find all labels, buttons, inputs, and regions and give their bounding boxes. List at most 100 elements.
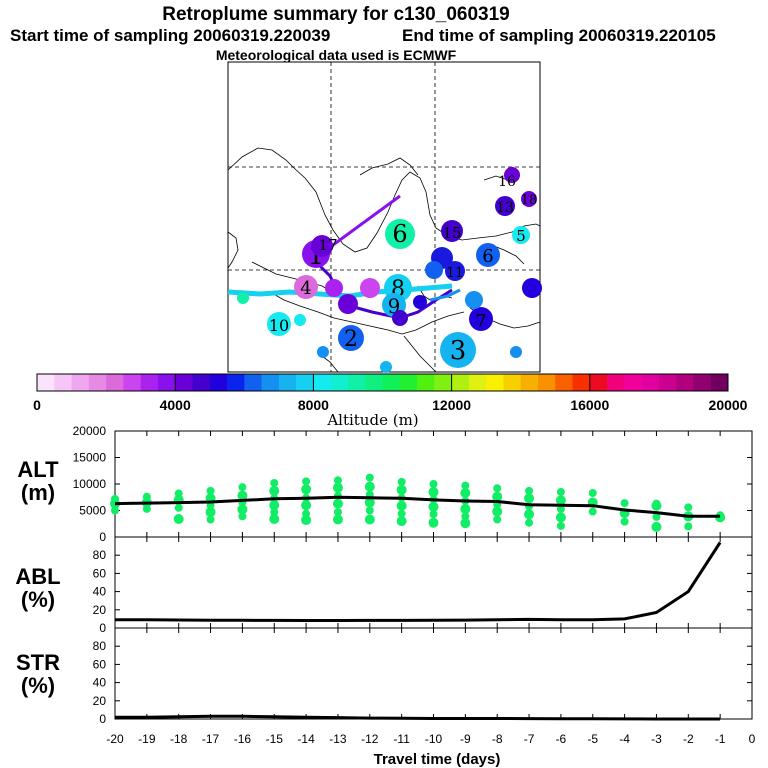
plume-label: 7: [475, 311, 486, 332]
alt-scatter-point: [461, 481, 470, 490]
x-tick-label: -13: [329, 732, 347, 746]
colorbar-cell: [37, 374, 55, 391]
colorbar-cell: [71, 374, 90, 391]
colorbar-cell: [106, 374, 124, 391]
map-gridlines: [228, 62, 540, 372]
altitude-colorbar: 0 4000 8000 12000 16000 20000 Altitude (m): [33, 373, 748, 429]
abl-ylabel-unit: (%): [21, 587, 55, 612]
y-tick-label: 10000: [73, 477, 107, 491]
colorbar-cell: [157, 374, 176, 391]
plume-circle: [469, 307, 493, 331]
plume-label: 5: [516, 227, 526, 245]
x-tick-label: -12: [361, 732, 379, 746]
plume-circle: [476, 243, 500, 267]
plume-circle: [495, 196, 515, 216]
plume-label: 13: [496, 200, 514, 216]
plume-dot: [522, 278, 542, 298]
alt-scatter-point: [397, 477, 406, 486]
colorbar-cell: [555, 374, 573, 391]
plume-dot: [465, 291, 483, 309]
alt-scatter-point: [237, 490, 248, 501]
plume-label: 4: [300, 278, 311, 299]
colorbar-cell: [520, 374, 539, 391]
colorbar-tick-label: 12000: [432, 397, 471, 413]
alt-scatter-point: [651, 500, 662, 511]
colorbar-cell: [365, 374, 383, 391]
colorbar-cell: [451, 374, 470, 391]
alt-scatter-point: [588, 507, 597, 516]
x-tick-label: -10: [425, 732, 443, 746]
alt-scatter-point: [269, 500, 280, 511]
alt-scatter-point: [301, 484, 312, 495]
plume-circle: [504, 167, 520, 183]
y-tick-label: 80: [93, 639, 107, 653]
x-tick-label: 0: [749, 732, 756, 746]
colorbar-cell: [658, 374, 677, 391]
x-tick-label: -4: [619, 732, 630, 746]
alt-scatter-point: [556, 521, 565, 530]
abl-line: [115, 541, 722, 622]
x-tick-label: -18: [170, 732, 188, 746]
colorbar-cell: [468, 374, 487, 391]
y-tick-label: 60: [93, 566, 107, 580]
colorbar-tick-label: 16000: [570, 397, 609, 413]
plume-label: 17: [318, 236, 337, 254]
abl-ylabel: ABL: [15, 564, 60, 589]
plume-circle: [445, 261, 465, 281]
plume-circle: [311, 235, 333, 257]
alt-scatter-point: [173, 513, 184, 524]
colorbar-label: Altitude (m): [326, 411, 418, 429]
x-axis-ticks: -20 -19 -18 -17 -16 -15 -14 -13 -12 -11 -10 -9 -8 -7-…: [106, 732, 755, 746]
colorbar-cell: [537, 374, 556, 391]
colorbar-cell: [503, 374, 521, 391]
alt-scatter-point: [428, 501, 439, 512]
colorbar-cell: [417, 374, 435, 391]
colorbar-tick-label: 20000: [709, 397, 748, 413]
alt-scatter-point: [396, 484, 407, 495]
alt-scatter-point: [524, 509, 535, 520]
plume-circle: [441, 220, 463, 242]
plume-circle: [267, 312, 291, 336]
alt-scatter-point: [174, 503, 183, 512]
colorbar-tick-label: 4000: [160, 397, 191, 413]
alt-scatter-point: [237, 504, 248, 515]
y-tick-label: 80: [93, 548, 107, 562]
plume-circle: [385, 219, 415, 249]
alt-scatter-point: [493, 515, 502, 524]
abl-panel-frame: [114, 536, 753, 629]
colorbar-cell: [486, 374, 504, 391]
x-tick-label: -20: [106, 732, 124, 746]
x-tick-label: -8: [492, 732, 503, 746]
alt-scatter-point: [111, 506, 119, 515]
x-tick-label: -1: [715, 732, 726, 746]
abl-panel: ABL (%) 80 60 40 20 0: [15, 536, 753, 635]
end-time-label: End time of sampling 20060319.220105: [402, 26, 716, 45]
colorbar-cell: [244, 374, 262, 391]
plume-dot: [317, 346, 329, 358]
y-tick-label: 40: [93, 585, 107, 599]
colorbar-cell: [330, 374, 349, 391]
alt-scatter-point: [461, 512, 470, 521]
y-tick-label: 5000: [79, 504, 106, 518]
y-tick-label: 0: [99, 621, 106, 635]
plume-label: 6: [392, 220, 407, 248]
plume-dot: [425, 261, 443, 279]
alt-scatter-point: [301, 515, 312, 526]
alt-scatter-point: [525, 518, 534, 527]
x-tick-label: -9: [460, 732, 471, 746]
colorbar-cell: [382, 374, 401, 391]
alt-scatter-point: [364, 497, 375, 508]
y-tick-label: 40: [93, 676, 107, 690]
alt-scatter-point: [556, 504, 565, 513]
alt-scatter-point: [555, 512, 566, 523]
alt-scatter-point: [238, 483, 247, 492]
colorbar-cell: [175, 374, 193, 391]
colorbar-cell: [54, 374, 72, 391]
alt-scatter-point: [301, 500, 312, 511]
y-tick-label: 15000: [73, 451, 107, 465]
x-tick-label: -19: [138, 732, 156, 746]
y-tick-label: 60: [93, 657, 107, 671]
alt-scatter-point: [652, 512, 661, 521]
plume-dot: [380, 361, 392, 373]
